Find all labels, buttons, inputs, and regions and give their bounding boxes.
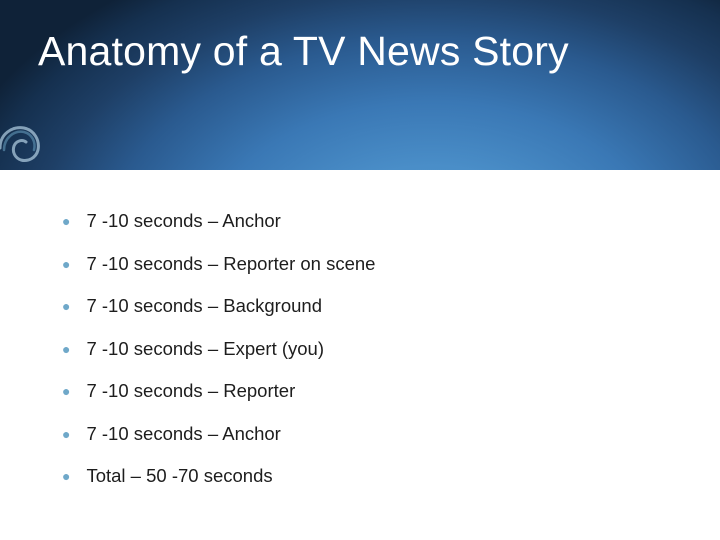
- bullet-icon: ●: [62, 384, 70, 398]
- bullet-icon: ●: [62, 257, 70, 271]
- bullet-list: ● 7 -10 seconds – Anchor ● 7 -10 seconds…: [62, 210, 375, 508]
- list-item-text: 7 -10 seconds – Expert (you): [86, 338, 324, 360]
- swirl-decoration-icon: [0, 120, 50, 176]
- bullet-icon: ●: [62, 214, 70, 228]
- list-item-text: 7 -10 seconds – Background: [86, 295, 322, 317]
- list-item: ● Total – 50 -70 seconds: [62, 465, 375, 487]
- list-item-text: 7 -10 seconds – Anchor: [86, 423, 280, 445]
- list-item: ● 7 -10 seconds – Anchor: [62, 423, 375, 445]
- list-item: ● 7 -10 seconds – Reporter on scene: [62, 253, 375, 275]
- list-item: ● 7 -10 seconds – Anchor: [62, 210, 375, 232]
- bullet-icon: ●: [62, 469, 70, 483]
- list-item: ● 7 -10 seconds – Expert (you): [62, 338, 375, 360]
- slide-title: Anatomy of a TV News Story: [38, 28, 569, 75]
- list-item: ● 7 -10 seconds – Reporter: [62, 380, 375, 402]
- list-item-text: 7 -10 seconds – Reporter on scene: [86, 253, 375, 275]
- list-item-text: Total – 50 -70 seconds: [86, 465, 272, 487]
- list-item-text: 7 -10 seconds – Reporter: [86, 380, 295, 402]
- list-item-text: 7 -10 seconds – Anchor: [86, 210, 280, 232]
- bullet-icon: ●: [62, 342, 70, 356]
- bullet-icon: ●: [62, 299, 70, 313]
- slide-header: Anatomy of a TV News Story: [0, 0, 720, 170]
- list-item: ● 7 -10 seconds – Background: [62, 295, 375, 317]
- bullet-icon: ●: [62, 427, 70, 441]
